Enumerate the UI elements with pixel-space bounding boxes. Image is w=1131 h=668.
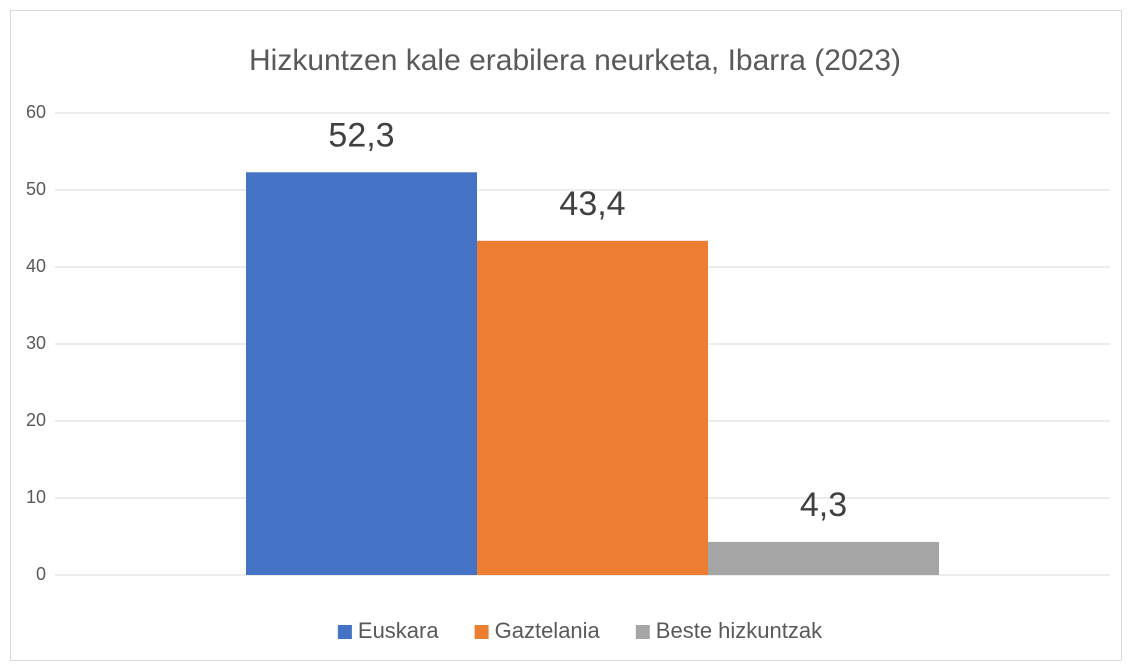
legend-swatch xyxy=(635,625,650,639)
data-label: 4,3 xyxy=(800,486,847,524)
bar xyxy=(708,541,939,575)
y-tick-label: 40 xyxy=(26,256,46,276)
chart-title: Hizkuntzen kale erabilera neurketa, Ibar… xyxy=(249,44,901,77)
y-tick-label: 50 xyxy=(26,179,46,199)
y-tick-label: 10 xyxy=(26,487,46,507)
legend-label: Euskara xyxy=(358,618,439,643)
legend-swatch xyxy=(337,625,352,639)
bar xyxy=(246,172,477,576)
data-label: 43,4 xyxy=(559,185,625,223)
legend-label: Gaztelania xyxy=(495,618,601,643)
y-tick-label: 20 xyxy=(26,410,46,430)
legend-label: Beste hizkuntzak xyxy=(656,618,823,643)
bar xyxy=(477,240,708,575)
y-tick-label: 60 xyxy=(26,102,46,122)
legend-swatch xyxy=(474,625,489,639)
data-label: 52,3 xyxy=(328,116,394,154)
y-tick-label: 0 xyxy=(36,564,46,584)
y-tick-label: 30 xyxy=(26,333,46,353)
